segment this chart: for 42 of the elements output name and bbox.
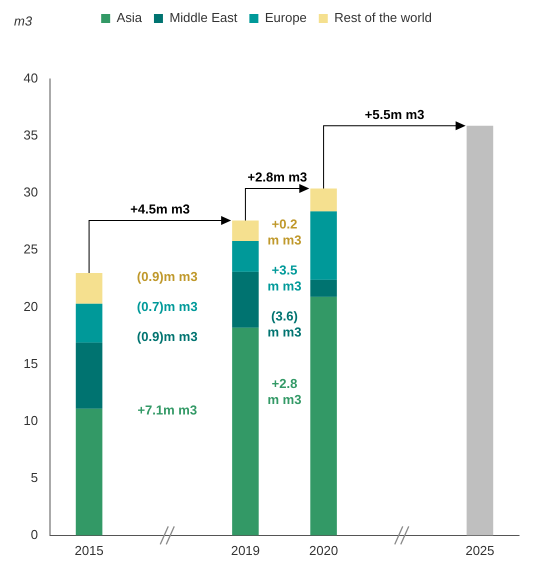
bar bbox=[232, 241, 259, 272]
y-tick-label: 5 bbox=[30, 470, 38, 485]
bar bbox=[310, 280, 337, 297]
annotation: (0.9)m m3 bbox=[136, 269, 198, 284]
legend-label: Middle East bbox=[169, 10, 238, 26]
bar bbox=[466, 126, 494, 536]
annotation: (0.7)m m3 bbox=[136, 299, 198, 314]
x-tick-label: 2025 bbox=[465, 542, 494, 558]
x-tick-label: 2015 bbox=[74, 542, 104, 558]
y-tick-label: 40 bbox=[24, 70, 38, 86]
annotation: +0.2 m m3 bbox=[268, 216, 302, 248]
annotation: +3.5 m m3 bbox=[268, 262, 302, 294]
bar bbox=[310, 188, 337, 212]
legend-label: Asia bbox=[116, 10, 143, 26]
legend-label: Rest of the world bbox=[334, 10, 432, 26]
bar bbox=[310, 211, 337, 280]
annotation: +2.8 m m3 bbox=[268, 376, 302, 407]
y-tick-label: 25 bbox=[24, 242, 38, 257]
bar bbox=[232, 328, 259, 536]
x-tick-label: 2020 bbox=[309, 542, 338, 558]
annotation: (3.6) m m3 bbox=[268, 308, 302, 340]
bar bbox=[76, 304, 102, 343]
bar bbox=[76, 272, 102, 304]
y-tick-label: 15 bbox=[24, 356, 38, 371]
y-tick-label: 35 bbox=[24, 128, 38, 143]
bar bbox=[76, 342, 102, 409]
y-tick-label: 30 bbox=[24, 184, 38, 200]
annotation: +5.5m m3 bbox=[364, 106, 424, 122]
bar bbox=[76, 408, 102, 536]
annotation: (0.9)m m3 bbox=[136, 329, 198, 344]
annotation: +7.1m m3 bbox=[137, 402, 198, 418]
y-tick-label: 0 bbox=[30, 526, 38, 542]
annotation: +4.5m m3 bbox=[130, 202, 190, 217]
bar bbox=[232, 272, 259, 328]
y-tick-label: 10 bbox=[24, 412, 38, 428]
y-tick-label: 20 bbox=[24, 298, 38, 314]
x-tick-label: 2019 bbox=[230, 542, 260, 558]
bar bbox=[232, 220, 259, 242]
legend-label: Europe bbox=[264, 10, 307, 26]
annotation: +2.8m m3 bbox=[248, 170, 308, 185]
bar bbox=[310, 296, 337, 536]
y-axis-title: m3 bbox=[14, 14, 33, 29]
